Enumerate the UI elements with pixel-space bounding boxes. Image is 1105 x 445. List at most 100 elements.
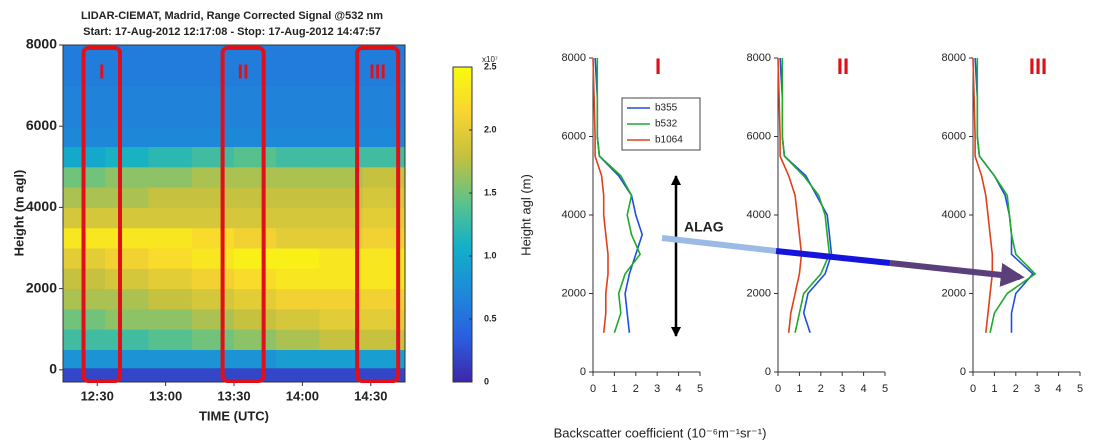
region-box [81, 46, 122, 383]
heatmap-cell [362, 268, 406, 290]
plot-layer: LIDAR-CIEMAT, Madrid, Range Corrected Si… [11, 10, 1083, 441]
panel-title: I [655, 54, 661, 79]
heatmap-cell [276, 65, 320, 87]
heatmap-cell [234, 105, 277, 127]
heatmap-cell [234, 126, 277, 148]
heatmap-cell [191, 288, 235, 310]
heatmap-cell [105, 105, 149, 127]
heatmap-cell [105, 146, 149, 168]
heatmap-cell [234, 367, 277, 383]
heatmap-cell [276, 85, 320, 107]
heatmap-cell [148, 105, 193, 127]
region-label: II [238, 61, 249, 83]
legend-label: b355 [655, 103, 678, 114]
heatmap-cell [276, 349, 320, 369]
heatmap-cell [105, 85, 149, 107]
profile-line [972, 57, 994, 333]
colorbar-tick-label: 1.5 [484, 187, 497, 197]
region-label: III [369, 61, 386, 83]
y-tick-label: 2000 [942, 287, 966, 299]
legend-label: b532 [655, 119, 678, 130]
heatmap-cell [362, 105, 406, 127]
heatmap-cell [234, 248, 277, 269]
heatmap-cell [276, 268, 320, 290]
chart-title: LIDAR-CIEMAT, Madrid, Range Corrected Si… [81, 10, 383, 22]
y-tick-label: 8000 [26, 36, 57, 52]
profile-line [596, 58, 642, 334]
heatmap-cell [362, 126, 406, 148]
heatmap-cell [276, 329, 320, 351]
heatmap-cell [362, 146, 406, 168]
heatmap-cell [319, 105, 364, 127]
heatmap-cell [319, 85, 364, 107]
heatmap-cell [191, 268, 235, 290]
heatmap-cell [234, 288, 277, 310]
x-axis-label: Backscatter coefficient (10⁻⁶m⁻¹sr⁻¹) [554, 425, 767, 440]
heatmap-cell [276, 207, 320, 229]
heatmap-cell [276, 367, 320, 383]
y-axis-label: Height (m agl) [11, 170, 26, 257]
heatmap-cell [319, 45, 364, 66]
chart-subtitle: Start: 17-Aug-2012 12:17:08 - Stop: 17-A… [83, 26, 381, 38]
y-tick-label: 0 [960, 366, 966, 378]
heatmap-cell [191, 349, 235, 369]
heatmap-cell [148, 268, 193, 290]
annotation: ALAG [684, 219, 724, 235]
heatmap-cell [319, 146, 364, 168]
y-tick-label: 4000 [562, 209, 586, 221]
heatmap-cell [105, 126, 149, 148]
x-tick-label: 0 [590, 383, 596, 395]
region-box [355, 46, 401, 383]
profile-line [781, 58, 831, 333]
y-tick-label: 6000 [747, 130, 771, 142]
heatmap-cell [319, 227, 364, 249]
heatmap-cell [234, 45, 277, 66]
heatmap-cell [105, 207, 149, 229]
heatmap-cell [362, 166, 406, 188]
x-tick-label: 4 [1056, 383, 1062, 395]
heatmap-cell [191, 248, 235, 269]
x-tick-label: 13:30 [217, 388, 250, 403]
heatmap-cell [362, 65, 406, 87]
heatmap-cell [319, 248, 364, 269]
heatmap-cell [148, 329, 193, 351]
heatmap-cell [191, 105, 235, 127]
heatmap-cell [319, 329, 364, 351]
arrow-segment [661, 235, 777, 254]
heatmap-cell [105, 329, 149, 351]
heatmap-cell [148, 187, 193, 208]
heatmap-cell [319, 268, 364, 290]
annotation-arrows [661, 175, 1025, 337]
heatmap-cell [276, 288, 320, 310]
heatmap-cell [148, 85, 193, 107]
x-tick-label: 0 [775, 383, 781, 395]
x-tick-label: 5 [1077, 383, 1083, 395]
panel-title: III [1029, 54, 1047, 79]
y-tick-label: 0 [49, 361, 57, 377]
y-tick-label: 8000 [942, 52, 966, 64]
colorbar-scale-label: x10⁷ [482, 55, 498, 64]
region-label: I [99, 61, 105, 83]
heatmap-cell [276, 227, 320, 249]
heatmap-cell [191, 207, 235, 229]
heatmap-cell [276, 45, 320, 66]
y-tick-label: 2000 [562, 287, 586, 299]
heatmap-cell [105, 187, 149, 208]
x-tick-label: 4 [676, 383, 682, 395]
heatmap-cell [105, 227, 149, 249]
heatmap-cell [276, 126, 320, 148]
heatmap-cell [105, 248, 149, 269]
heatmap-cell [319, 367, 364, 383]
colorbar-tick-label: 1.0 [484, 250, 497, 260]
heatmap-cell [362, 248, 406, 269]
heatmap-cell [234, 308, 277, 330]
colorbar-tick-label: 2.5 [484, 61, 497, 71]
heatmap-cell [148, 126, 193, 148]
heatmap-cell [191, 329, 235, 351]
x-tick-label: 2 [633, 383, 639, 395]
colorbar [452, 66, 473, 383]
heatmap-cell [191, 308, 235, 330]
heatmap-cell [191, 65, 235, 87]
heatmap-cell [148, 207, 193, 229]
